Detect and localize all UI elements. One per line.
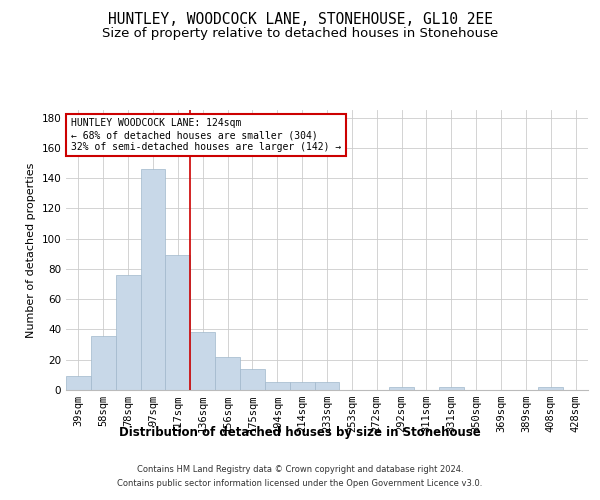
Bar bbox=[190, 332, 215, 390]
Text: Distribution of detached houses by size in Stonehouse: Distribution of detached houses by size … bbox=[119, 426, 481, 439]
Bar bbox=[166, 256, 190, 390]
Bar bbox=[240, 369, 265, 390]
Text: HUNTLEY, WOODCOCK LANE, STONEHOUSE, GL10 2EE: HUNTLEY, WOODCOCK LANE, STONEHOUSE, GL10… bbox=[107, 12, 493, 28]
Bar bbox=[140, 169, 166, 390]
Bar bbox=[91, 336, 116, 390]
Text: Size of property relative to detached houses in Stonehouse: Size of property relative to detached ho… bbox=[102, 28, 498, 40]
Bar bbox=[439, 387, 464, 390]
Bar bbox=[265, 382, 290, 390]
Text: Contains HM Land Registry data © Crown copyright and database right 2024.
Contai: Contains HM Land Registry data © Crown c… bbox=[118, 466, 482, 487]
Bar bbox=[116, 275, 140, 390]
Bar bbox=[314, 382, 340, 390]
Bar bbox=[290, 382, 314, 390]
Bar bbox=[215, 356, 240, 390]
Bar bbox=[538, 387, 563, 390]
Y-axis label: Number of detached properties: Number of detached properties bbox=[26, 162, 36, 338]
Text: HUNTLEY WOODCOCK LANE: 124sqm
← 68% of detached houses are smaller (304)
32% of : HUNTLEY WOODCOCK LANE: 124sqm ← 68% of d… bbox=[71, 118, 341, 152]
Bar bbox=[66, 376, 91, 390]
Bar bbox=[389, 387, 414, 390]
